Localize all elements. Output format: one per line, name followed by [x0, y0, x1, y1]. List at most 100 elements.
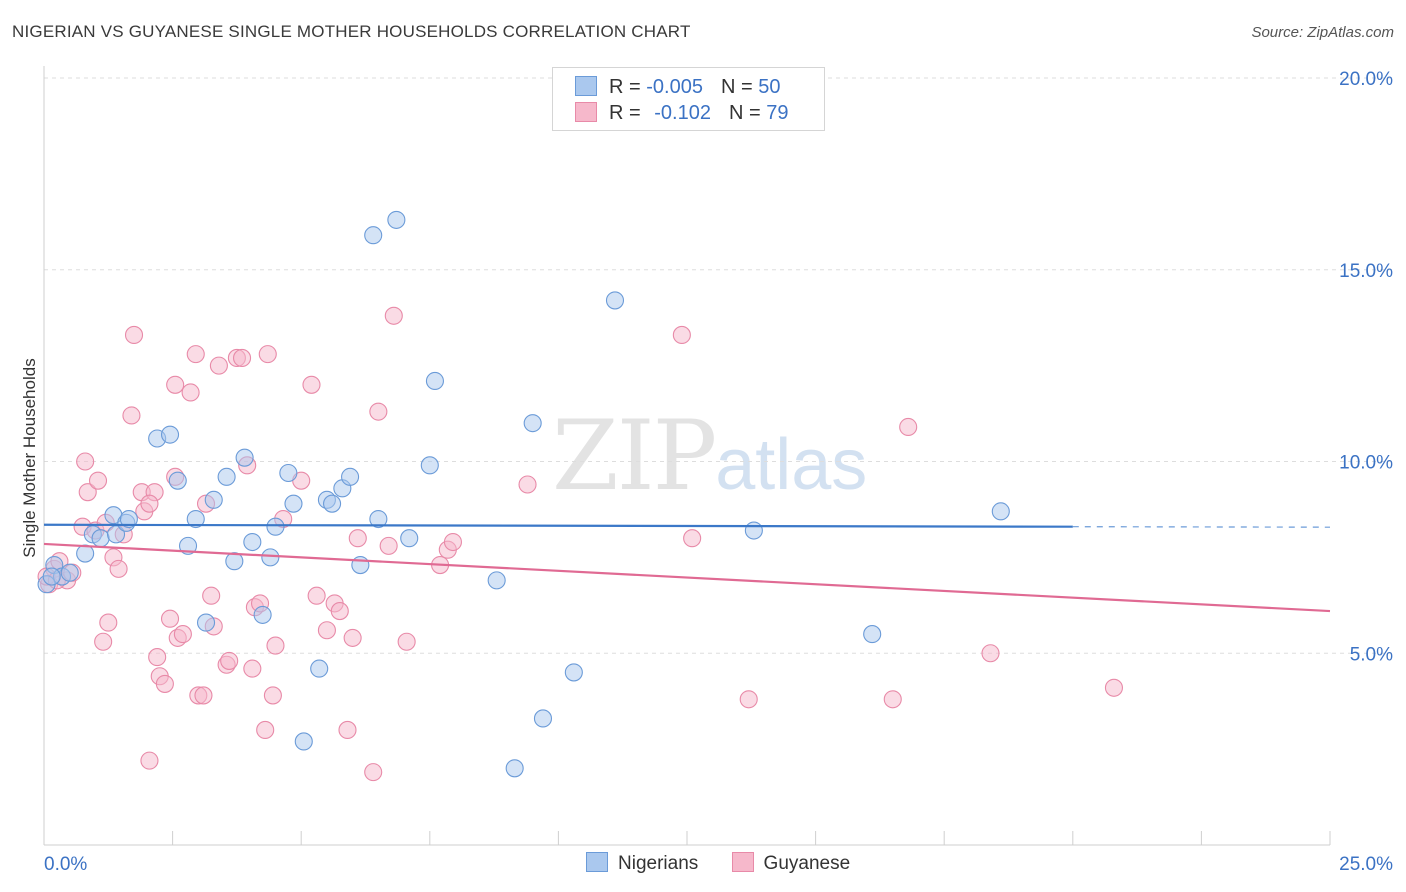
guyanese-point	[739, 690, 758, 709]
guyanese-point	[194, 686, 213, 705]
nigerians-point	[186, 509, 205, 529]
nigerians-point	[991, 502, 1010, 521]
nigerians-point	[425, 371, 444, 391]
legend-n-value: 50	[758, 76, 781, 98]
nigerians-swatch	[586, 852, 608, 872]
guyanese-point	[683, 529, 702, 548]
chart-title: NIGERIAN VS GUYANESE SINGLE MOTHER HOUSE…	[12, 22, 691, 41]
nigerians-point	[204, 490, 223, 509]
legend-r-label: R =	[609, 76, 647, 98]
legend-r-value: -0.102	[654, 102, 711, 124]
nigerians-point	[605, 291, 625, 310]
guyanese-point	[88, 471, 108, 490]
guyanese-point	[256, 720, 275, 740]
guyanese-point	[330, 602, 349, 621]
guyanese-point	[109, 559, 128, 578]
guyanese-point	[317, 621, 336, 640]
nigerians-point	[60, 563, 79, 582]
nigerians-point	[564, 663, 583, 682]
legend-n-label: N =	[728, 102, 767, 124]
y-tick-label: 20.0%	[1339, 69, 1393, 90]
guyanese-point	[518, 475, 537, 494]
nigerians-point	[243, 532, 262, 552]
guyanese-point	[302, 375, 321, 394]
nigerians-point	[119, 509, 138, 529]
nigerians-swatch	[575, 76, 597, 96]
legend-r-label: R =	[609, 102, 647, 124]
legend-n-value: 79	[766, 102, 789, 124]
guyanese-point	[181, 383, 200, 402]
guyanese-trendline	[43, 542, 1331, 613]
x-tick-label: 25.0%	[1339, 854, 1393, 875]
guyanese-point	[209, 356, 228, 375]
nigerians-point	[387, 210, 406, 229]
guyanese-point	[981, 644, 1000, 663]
guyanese-point	[220, 651, 239, 670]
nigerians-point	[505, 759, 524, 778]
nigerians-point	[235, 448, 254, 467]
guyanese-point	[186, 345, 205, 364]
nigerians-point	[863, 625, 882, 644]
nigerians-point	[217, 467, 236, 486]
nigerians-point	[364, 226, 383, 245]
guyanese-point	[369, 402, 388, 421]
nigerians-point	[487, 571, 506, 590]
guyanese-point	[99, 613, 118, 632]
guyanese-point	[202, 586, 221, 605]
nigerians-point	[168, 471, 187, 490]
y-tick-label: 5.0%	[1350, 644, 1393, 665]
guyanese-point	[883, 690, 902, 709]
legend-label: Nigerians	[618, 853, 699, 874]
guyanese-point	[243, 659, 262, 678]
nigerians-point	[196, 613, 216, 632]
guyanese-point	[364, 763, 383, 782]
guyanese-point	[140, 751, 159, 770]
nigerians-point	[76, 544, 95, 563]
nigerians-point	[294, 732, 313, 751]
guyanese-point	[173, 625, 192, 644]
series-legend: Nigerians Guyanese	[586, 852, 878, 875]
nigerians-point	[279, 463, 298, 483]
nigerians-point	[42, 567, 61, 586]
nigerians-trendline	[43, 523, 1073, 528]
guyanese-point	[140, 494, 159, 513]
source-label: Source: ZipAtlas.com	[1251, 24, 1394, 41]
guyanese-point	[384, 306, 403, 325]
nigerians-point	[160, 425, 180, 444]
legend-label: Guyanese	[763, 853, 851, 874]
guyanese-point	[76, 452, 95, 471]
x-tick-label: 0.0%	[44, 854, 87, 875]
guyanese-point	[379, 536, 398, 555]
guyanese-point	[258, 345, 277, 364]
nigerians-point	[266, 517, 285, 536]
legend-row-nigerians: R = -0.005 N = 50	[575, 76, 780, 100]
guyanese-point	[1104, 678, 1124, 697]
nigerians-point	[284, 494, 303, 513]
nigerians-point	[91, 529, 110, 548]
guyanese-point	[148, 648, 167, 667]
nigerians-point	[533, 709, 553, 728]
nigerians-point	[523, 414, 542, 433]
nigerians-point	[369, 509, 388, 529]
legend-r-value: -0.005	[646, 76, 703, 98]
nigerians-point	[253, 605, 272, 624]
legend-row-guyanese: R = -0.102 N = 79	[575, 102, 788, 126]
watermark-atlas: atlas	[715, 425, 868, 505]
guyanese-point	[124, 325, 144, 344]
guyanese-point	[94, 632, 113, 651]
guyanese-point	[232, 348, 252, 368]
watermark-zip: ZIP	[552, 400, 717, 512]
guyanese-point	[307, 586, 326, 605]
legend-item-nigerians: Nigerians	[586, 852, 698, 875]
guyanese-point	[166, 375, 185, 394]
nigerians-point	[323, 494, 342, 513]
guyanese-point	[672, 325, 691, 344]
y-tick-label: 10.0%	[1339, 453, 1393, 474]
guyanese-point	[899, 417, 918, 437]
watermark: ZIPatlas	[552, 400, 867, 512]
legend-n-label: N =	[720, 76, 759, 98]
nigerians-point	[341, 467, 360, 486]
guyanese-point	[122, 406, 141, 425]
guyanese-point	[155, 674, 174, 693]
